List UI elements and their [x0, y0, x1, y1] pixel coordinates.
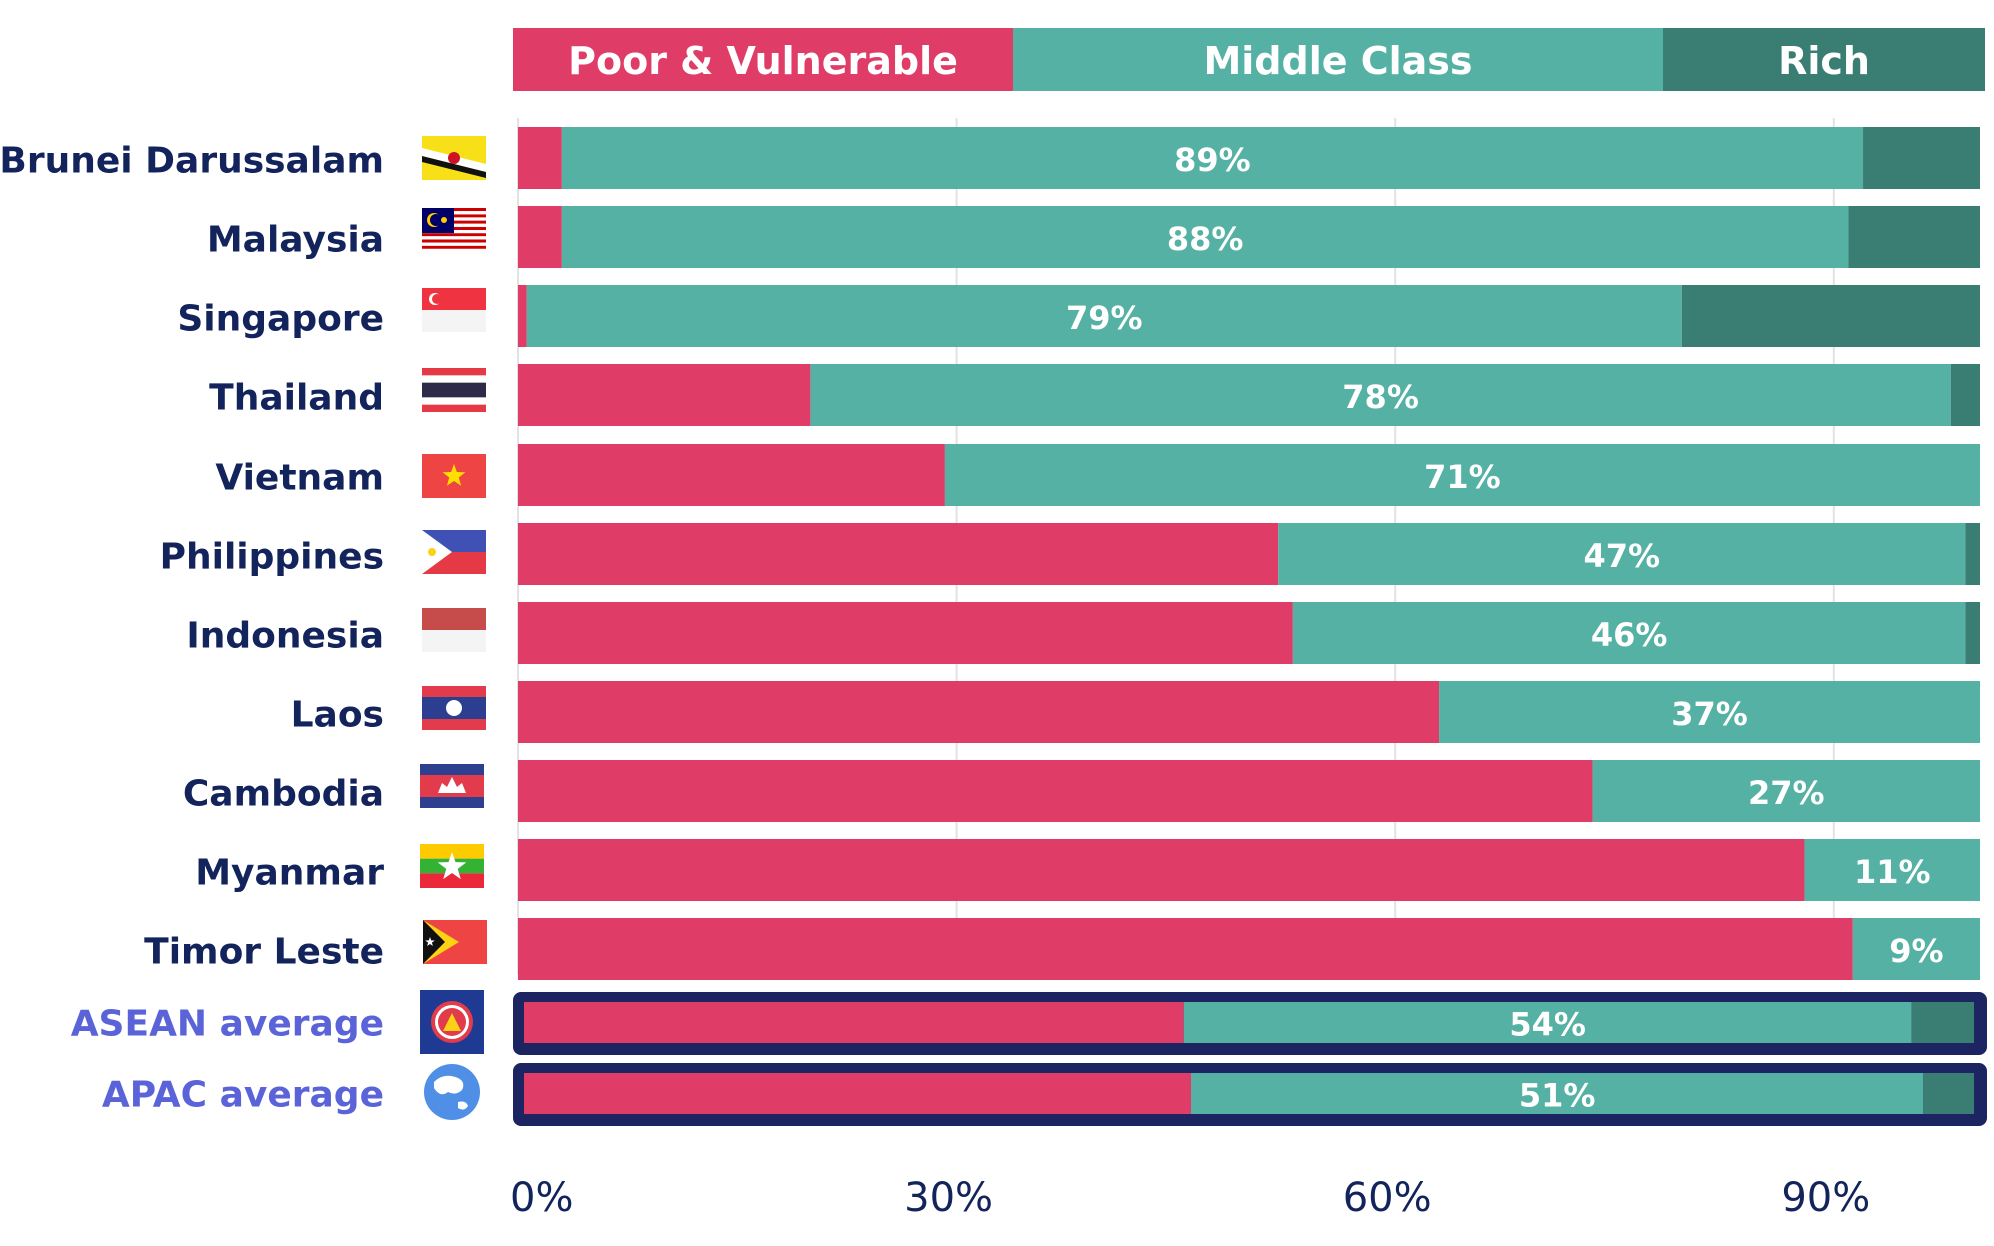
malaysia-flag-icon	[422, 208, 486, 252]
bar-poor-vietnam	[518, 444, 945, 506]
category-label-timor-leste: Timor Leste	[144, 932, 384, 973]
legend-label-rich: Rich	[1778, 39, 1870, 83]
bar-middle-thailand	[810, 364, 1951, 426]
laos-flag-icon	[422, 686, 486, 730]
data-label-brunei-darussalam: 89%	[1174, 141, 1251, 179]
bar-middle-brunei-darussalam	[561, 127, 1864, 189]
flags	[420, 136, 487, 1120]
bar-middle-philippines	[1278, 523, 1966, 585]
apac-globe-flag-icon	[424, 1064, 480, 1120]
bar-poor-timor-leste	[518, 918, 1853, 980]
category-label-laos: Laos	[291, 695, 384, 736]
thailand-flag-icon	[422, 368, 486, 412]
category-label-vietnam: Vietnam	[215, 458, 384, 499]
bar-poor-thailand	[518, 364, 811, 426]
bar-rich-indonesia	[1965, 602, 1980, 664]
brunei-flag-icon	[422, 136, 486, 180]
legend-rich	[1663, 28, 1985, 91]
bar-poor-cambodia	[518, 760, 1593, 822]
bar-middle-asean-average	[1183, 1002, 1912, 1043]
x-axis-ticks: 0% 30% 60% 90%	[510, 1175, 1870, 1221]
category-label-cambodia: Cambodia	[183, 774, 384, 815]
asean-flag-icon	[420, 990, 484, 1054]
singapore-flag-icon	[422, 288, 486, 332]
category-label-brunei-darussalam: Brunei Darussalam	[0, 141, 384, 182]
indonesia-flag-icon	[422, 608, 486, 652]
data-label-laos: 37%	[1671, 695, 1748, 733]
bar-middle-cambodia	[1592, 760, 1980, 822]
bar-middle-myanmar	[1804, 839, 1980, 901]
bar-rich-asean-average	[1911, 1002, 1974, 1043]
data-label-myanmar: 11%	[1854, 853, 1931, 891]
bar-middle-vietnam	[944, 444, 1980, 506]
bar-rich-singapore	[1681, 285, 1980, 347]
data-label-vietnam: 71%	[1424, 458, 1501, 496]
category-label-thailand: Thailand	[209, 378, 384, 419]
bar-middle-singapore	[526, 285, 1682, 347]
legend: Poor & Vulnerable Middle Class Rich	[513, 28, 1985, 91]
data-label-timor-leste: 9%	[1889, 932, 1943, 970]
bar-rich-brunei-darussalam	[1863, 127, 1980, 189]
bar-rich-malaysia	[1848, 206, 1980, 268]
bar-middle-malaysia	[561, 206, 1849, 268]
bar-rich-thailand	[1950, 364, 1980, 426]
myanmar-flag-icon	[420, 844, 484, 888]
data-label-malaysia: 88%	[1167, 220, 1244, 258]
data-label-philippines: 47%	[1584, 537, 1661, 575]
legend-middle	[1013, 28, 1663, 91]
bars: 89% 88% 79% 78% 71% 47% 46% 37% 27% 11% 9% 54% 51%	[513, 127, 1987, 1126]
category-labels: Brunei Darussalam Malaysia Singapore Thaila…	[0, 141, 384, 1116]
bar-poor-indonesia	[518, 602, 1293, 664]
x-tick-90: 90%	[1781, 1175, 1870, 1221]
bar-poor-asean-average	[524, 1002, 1184, 1043]
bar-poor-singapore	[518, 285, 527, 347]
category-label-apac-average: APAC average	[102, 1075, 384, 1116]
data-label-cambodia: 27%	[1748, 774, 1825, 812]
category-label-malaysia: Malaysia	[207, 220, 384, 261]
category-label-singapore: Singapore	[177, 299, 384, 340]
bar-rich-philippines	[1965, 523, 1980, 585]
timor-leste-flag-icon	[423, 920, 487, 964]
category-label-indonesia: Indonesia	[186, 616, 384, 657]
cambodia-flag-icon	[420, 764, 484, 808]
category-label-myanmar: Myanmar	[195, 853, 384, 894]
bar-poor-laos	[518, 681, 1440, 743]
bar-poor-apac-average	[524, 1073, 1191, 1114]
bar-poor-myanmar	[518, 839, 1805, 901]
x-tick-30: 30%	[904, 1175, 993, 1221]
category-label-asean-average: ASEAN average	[71, 1004, 384, 1045]
bar-rich-apac-average	[1923, 1073, 1974, 1114]
bar-poor-malaysia	[518, 206, 562, 268]
bar-poor-philippines	[518, 523, 1279, 585]
bar-middle-indonesia	[1292, 602, 1966, 664]
data-label-asean-average: 54%	[1509, 1006, 1586, 1044]
data-label-indonesia: 46%	[1591, 616, 1668, 654]
data-label-apac-average: 51%	[1519, 1077, 1596, 1115]
legend-poor	[513, 28, 1013, 91]
philippines-flag-icon	[422, 530, 486, 574]
bar-middle-apac-average	[1191, 1073, 1924, 1114]
legend-label-poor: Poor & Vulnerable	[568, 39, 958, 83]
vietnam-flag-icon	[422, 454, 486, 498]
x-tick-60: 60%	[1343, 1175, 1432, 1221]
x-tick-0: 0%	[510, 1175, 573, 1221]
category-label-philippines: Philippines	[160, 537, 384, 578]
bar-middle-timor-leste	[1852, 918, 1980, 980]
data-label-thailand: 78%	[1342, 378, 1419, 416]
bar-middle-laos	[1439, 681, 1980, 743]
data-label-singapore: 79%	[1066, 299, 1143, 337]
bar-poor-brunei-darussalam	[518, 127, 562, 189]
legend-label-middle: Middle Class	[1203, 39, 1472, 83]
